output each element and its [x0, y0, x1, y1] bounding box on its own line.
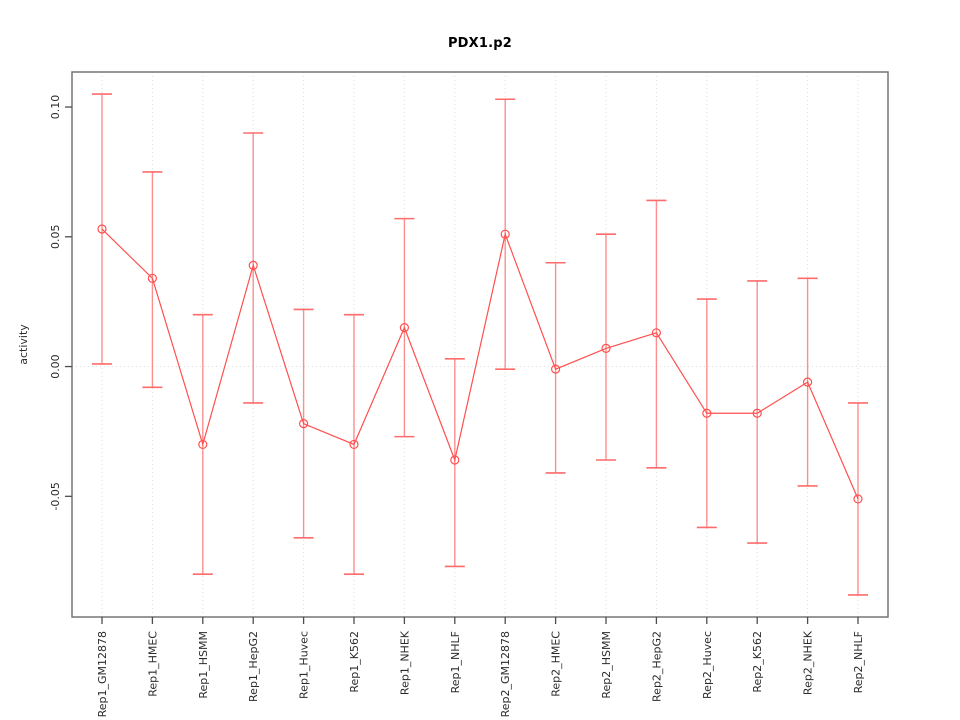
- error-bar: [596, 233, 616, 461]
- chart-title: PDX1.p2: [447, 36, 513, 51]
- x-tick-label: Rep1_NHEK: [398, 630, 411, 695]
- series-line: [101, 228, 859, 500]
- x-tick-label: Rep1_HSMM: [197, 631, 210, 699]
- plot-frame: [71, 71, 889, 618]
- data-point: [702, 408, 712, 418]
- data-point: [853, 494, 863, 504]
- x-tick-label: Rep2_K562: [751, 631, 764, 693]
- data-point: [802, 377, 813, 387]
- y-axis-label: activity: [17, 324, 30, 365]
- y-tick-label: 0.05: [49, 225, 62, 250]
- data-point: [299, 419, 309, 429]
- data-point: [500, 229, 510, 239]
- x-tick-label: Rep1_HMEC: [146, 631, 159, 697]
- y-axis: -0.05 0.00 0.05 0.10: [49, 95, 72, 511]
- x-axis: Rep1_GM12878 Rep1_HMEC Rep1_HSMM Rep1_HepG2…: [96, 617, 865, 717]
- x-tick-label: Rep2_NHEK: [802, 630, 815, 695]
- x-tick-label: Rep2_HepG2: [650, 631, 663, 702]
- x-tick-label: Rep2_Huvec: [701, 631, 714, 699]
- x-tick-label: Rep1_HepG2: [247, 631, 260, 702]
- x-tick-label: Rep1_Huvec: [298, 631, 311, 699]
- x-tick-label: Rep1_NHLF: [449, 631, 462, 693]
- x-tick-label: Rep1_K562: [348, 631, 361, 693]
- data-point: [349, 439, 359, 450]
- data-point: [752, 408, 762, 418]
- x-tick-label: Rep2_HSMM: [600, 631, 613, 699]
- data-point: [601, 343, 611, 353]
- error-bar: [747, 280, 768, 544]
- y-tick-label: 0.10: [49, 95, 62, 120]
- data-point: [450, 455, 460, 465]
- error-bar: [444, 357, 465, 568]
- error-bar: [646, 199, 667, 469]
- x-tick-label: Rep2_GM12878: [499, 631, 512, 717]
- x-tick-label: Rep2_HMEC: [550, 631, 563, 697]
- data-point: [97, 224, 107, 234]
- y-tick-label: 0.00: [49, 354, 62, 379]
- error-bar: [243, 132, 264, 404]
- y-tick-label: -0.05: [49, 482, 62, 510]
- x-tick-label: Rep2_NHLF: [852, 631, 865, 693]
- x-tick-label: Rep1_GM12878: [96, 631, 109, 717]
- error-bar: [848, 402, 868, 596]
- data-point: [399, 323, 409, 333]
- data-point: [651, 328, 662, 338]
- data-point: [147, 273, 157, 283]
- data-points: [97, 224, 863, 504]
- data-point: [248, 260, 258, 270]
- data-point: [198, 439, 208, 450]
- data-point: [550, 364, 561, 374]
